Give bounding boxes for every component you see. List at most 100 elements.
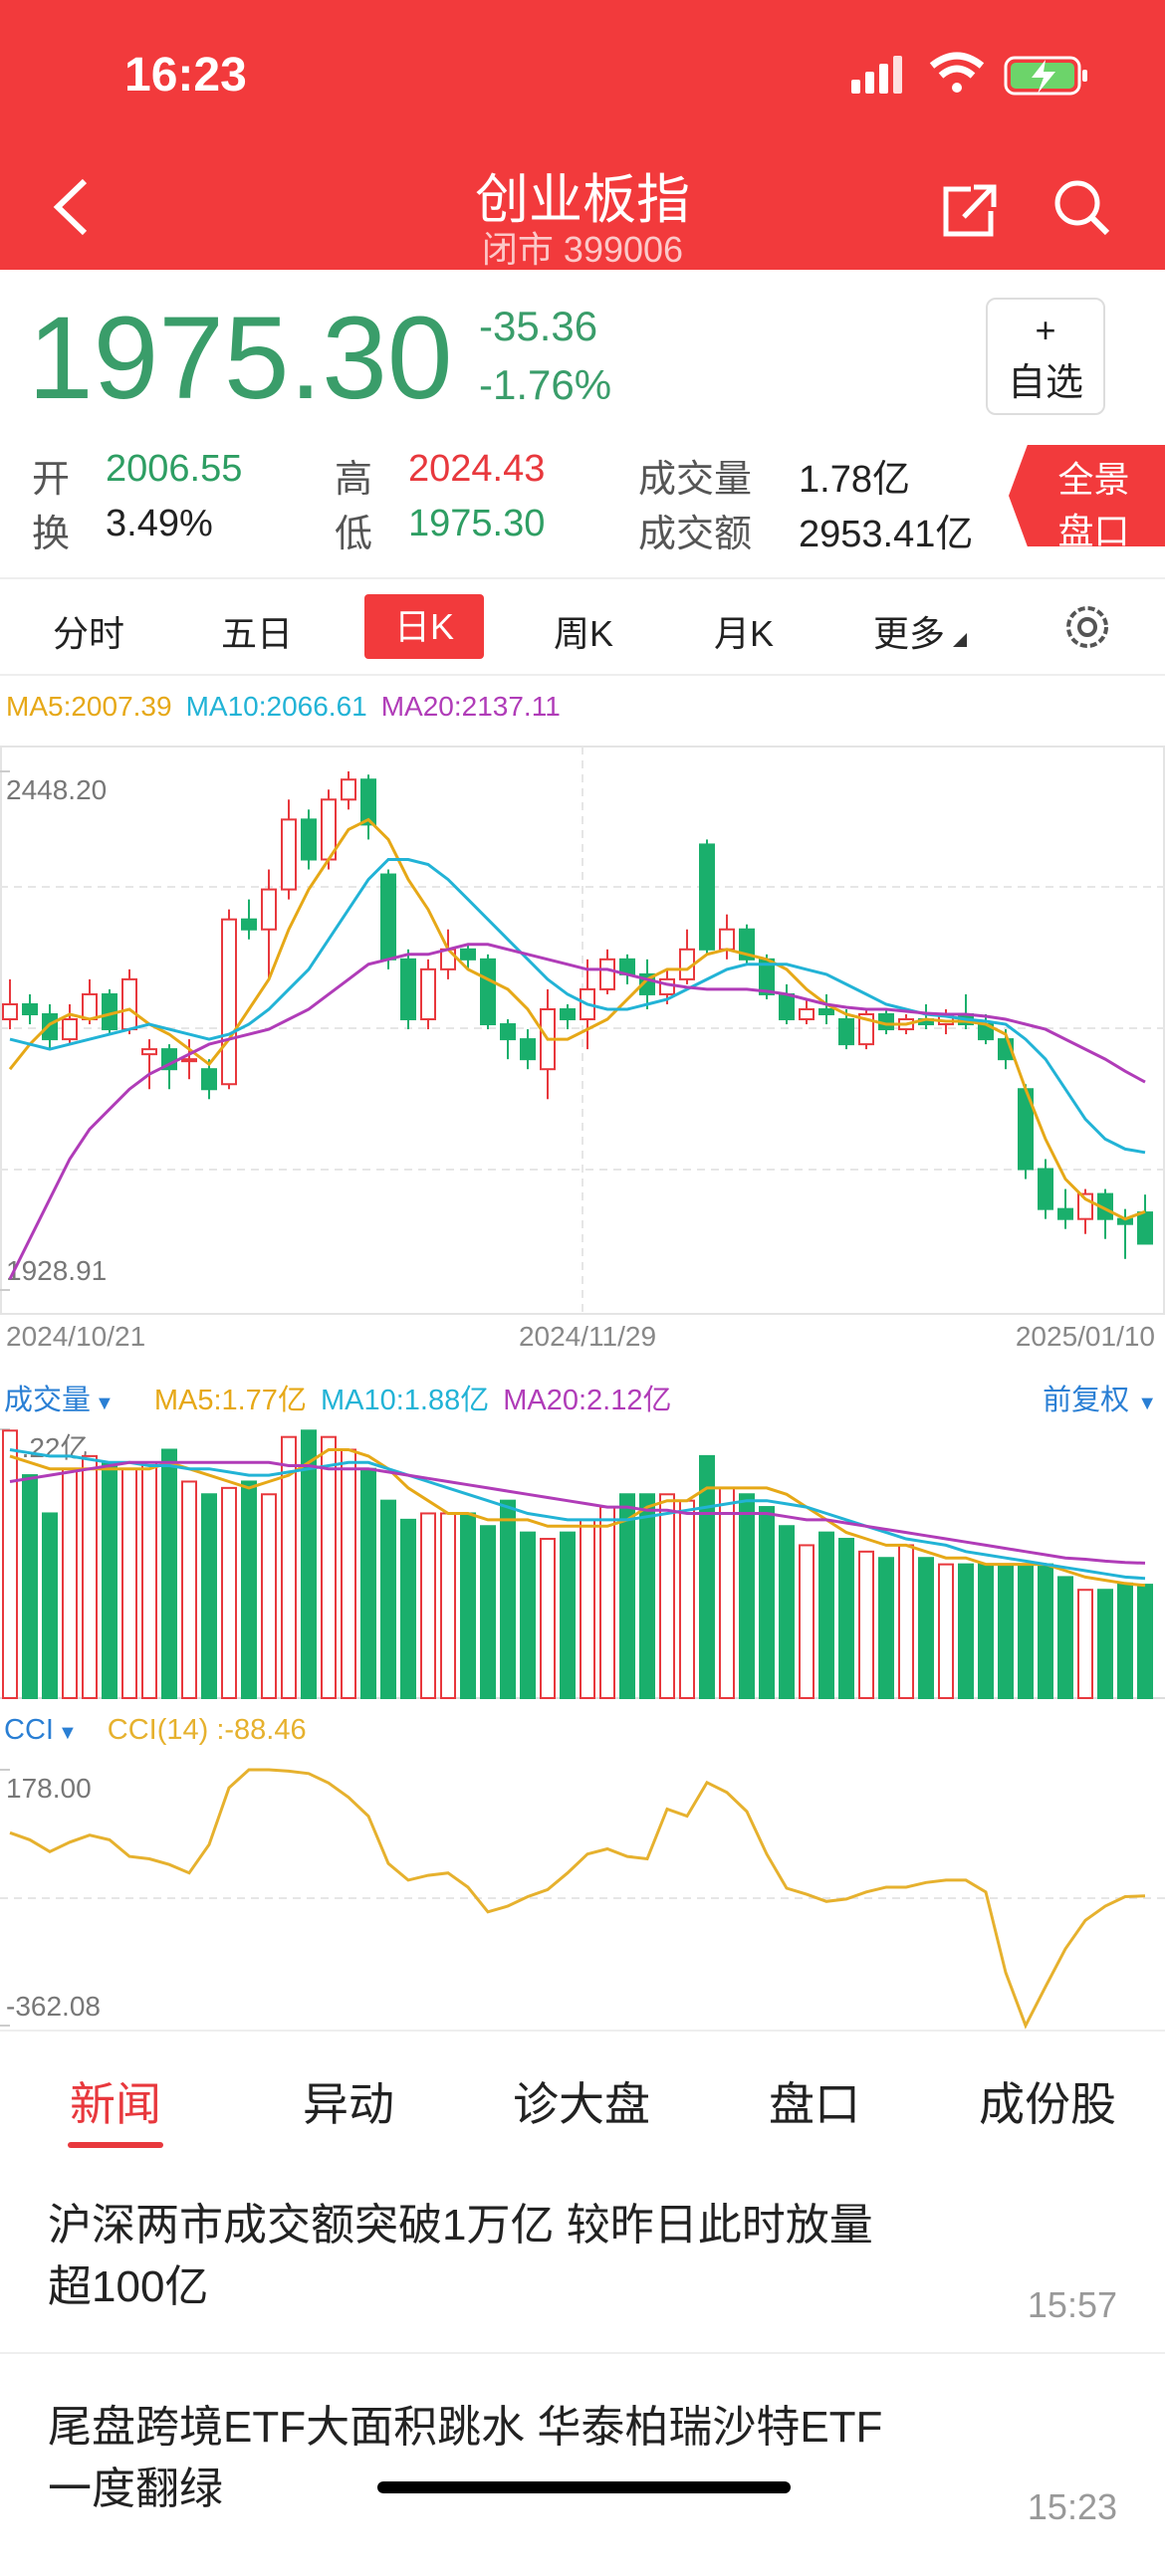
stat-value: 2953.41亿 bbox=[799, 514, 974, 555]
adjust-label: 前复权 bbox=[1043, 1385, 1130, 1416]
volume-bar bbox=[540, 1538, 556, 1699]
stat-label: 换 bbox=[32, 514, 71, 555]
candle-body bbox=[858, 1013, 874, 1046]
news-tab[interactable]: 成份股 bbox=[979, 2078, 1116, 2130]
volume-bar bbox=[22, 1474, 38, 1700]
news-item[interactable]: 沪深两市成交额突破1万亿 较昨日此时放量超100亿 15:57 bbox=[0, 2175, 1165, 2374]
dropdown-caret: ▼ bbox=[1137, 1393, 1157, 1414]
period-tab[interactable]: 五日 bbox=[220, 613, 293, 654]
volume-bar bbox=[161, 1448, 177, 1699]
legend-entry: MA20:2137.11 bbox=[380, 691, 561, 722]
settings-button[interactable] bbox=[1057, 597, 1117, 657]
candle-body bbox=[599, 958, 615, 990]
volume-bar bbox=[221, 1486, 237, 1699]
candle-body bbox=[221, 918, 237, 1086]
back-button[interactable] bbox=[53, 178, 88, 236]
candle-body bbox=[380, 873, 396, 961]
cci-title[interactable]: CCI bbox=[4, 1714, 54, 1746]
candle-body bbox=[22, 1002, 38, 1016]
news-time: 15:23 bbox=[1027, 2486, 1117, 2527]
volume-bar bbox=[898, 1544, 914, 1700]
x-tick-label: 2024/10/21 bbox=[6, 1321, 145, 1352]
period-tab[interactable]: 分时 bbox=[52, 613, 124, 654]
volume-bar bbox=[878, 1557, 894, 1699]
status-icons bbox=[851, 52, 1087, 96]
candle-body bbox=[420, 967, 436, 1021]
volume-bar bbox=[82, 1454, 98, 1700]
volume-legend: 成交量 ▼ MA5:1.77亿 MA10:1.88亿 MA20:2.12亿 bbox=[4, 1377, 685, 1418]
candle-body bbox=[400, 958, 416, 1021]
period-tab[interactable]: 日K bbox=[364, 594, 484, 659]
candle-body bbox=[1057, 1207, 1073, 1220]
panorama-line: 盘口 bbox=[1057, 511, 1130, 551]
volume-bar bbox=[699, 1454, 715, 1700]
add-watchlist[interactable]: + 自选 bbox=[986, 298, 1105, 415]
volume-bar bbox=[520, 1531, 536, 1699]
share-button[interactable] bbox=[943, 184, 997, 237]
volume-bar bbox=[958, 1563, 974, 1699]
volume-bar bbox=[2, 1429, 18, 1700]
period-tab[interactable]: 周K bbox=[553, 613, 613, 654]
legend-entry: MA10:2066.61 bbox=[185, 691, 367, 722]
candle-body bbox=[719, 928, 735, 951]
period-tab[interactable]: 更多 bbox=[872, 613, 945, 654]
volume-bar bbox=[998, 1563, 1014, 1699]
volume-bar bbox=[659, 1493, 675, 1699]
volume-bar bbox=[321, 1435, 337, 1699]
stat-label: 开 bbox=[32, 459, 71, 501]
volume-bar bbox=[201, 1493, 217, 1699]
candle-body bbox=[460, 948, 476, 961]
volume-bar bbox=[281, 1435, 297, 1699]
volume-bar bbox=[301, 1429, 317, 1700]
volume-bar bbox=[739, 1493, 755, 1699]
more-caret bbox=[953, 633, 967, 647]
volume-bar bbox=[1097, 1589, 1113, 1699]
volume-bar bbox=[1038, 1563, 1053, 1699]
news-tab[interactable]: 新闻 bbox=[70, 2078, 161, 2130]
volume-bar bbox=[938, 1563, 954, 1699]
volume-title[interactable]: 成交量 bbox=[4, 1385, 92, 1416]
news-tab[interactable]: 异动 bbox=[303, 2078, 394, 2130]
news-title: 沪深两市成交额突破1万亿 较昨日此时放量超100亿 bbox=[48, 2201, 873, 2311]
candle-body bbox=[1137, 1211, 1153, 1245]
price-change: -35.36 bbox=[479, 303, 598, 349]
volume-bar bbox=[580, 1518, 595, 1699]
candle-body bbox=[699, 843, 715, 951]
volume-bar bbox=[480, 1525, 496, 1700]
series-line bbox=[9, 858, 1146, 1155]
dropdown-caret: ▼ bbox=[95, 1393, 115, 1414]
volume-bar bbox=[719, 1486, 735, 1699]
volume-bar bbox=[1137, 1584, 1153, 1700]
panorama-line: 全景 bbox=[1057, 459, 1130, 500]
legend-entry: MA10:1.88亿 bbox=[320, 1385, 490, 1416]
volume-bar bbox=[599, 1506, 615, 1700]
stat-value: 1975.30 bbox=[408, 503, 546, 544]
stat-value: 1.78亿 bbox=[799, 459, 910, 501]
legend-entry: MA5:2007.39 bbox=[6, 691, 172, 722]
period-tab[interactable]: 月K bbox=[713, 613, 774, 654]
legend-entry: CCI(14) :-88.46 bbox=[107, 1714, 307, 1746]
volume-bar bbox=[42, 1512, 58, 1699]
search-button[interactable] bbox=[1054, 180, 1110, 236]
candle-body bbox=[799, 1007, 815, 1021]
stat-value: 2006.55 bbox=[106, 448, 243, 490]
news-item[interactable]: 尾盘跨境ETF大面积跳水 华泰柏瑞沙特ETF一度翻绿 15:23 bbox=[0, 2377, 1165, 2576]
panorama-button[interactable]: 全景 盘口 bbox=[1009, 445, 1165, 546]
volume-bar bbox=[838, 1538, 854, 1699]
news-tab[interactable]: 盘口 bbox=[769, 2078, 860, 2130]
candle-body bbox=[818, 1007, 834, 1016]
series-line bbox=[8, 943, 1146, 1280]
volume-bar bbox=[1077, 1589, 1093, 1699]
news-title: 尾盘跨境ETF大面积跳水 华泰柏瑞沙特ETF一度翻绿 bbox=[48, 2403, 883, 2513]
x-tick-label: 2025/01/10 bbox=[1016, 1321, 1155, 1352]
volume-bar bbox=[121, 1467, 137, 1699]
stat-value: 2024.43 bbox=[408, 448, 546, 490]
adjust-mode[interactable]: 前复权 ▼ bbox=[1043, 1377, 1157, 1418]
page-subtitle: 闭市 399006 bbox=[481, 229, 684, 270]
volume-bar bbox=[1018, 1563, 1034, 1699]
candle-body bbox=[341, 778, 356, 801]
news-tab[interactable]: 诊大盘 bbox=[513, 2078, 650, 2130]
candle-body bbox=[62, 1018, 78, 1041]
add-label: 自选 bbox=[1007, 362, 1083, 404]
volume-bar bbox=[341, 1448, 356, 1699]
